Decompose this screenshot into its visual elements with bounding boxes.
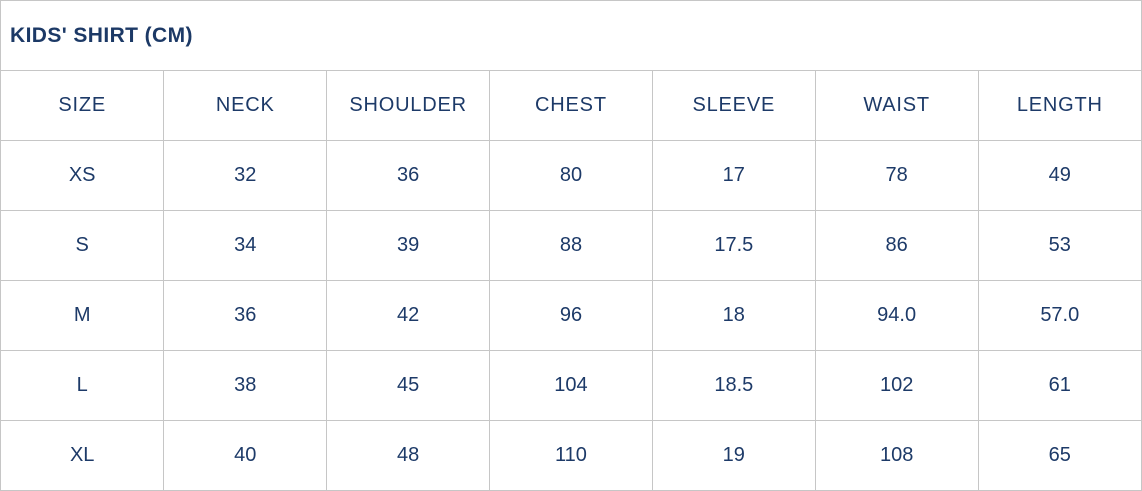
table-cell: 36 — [326, 140, 491, 211]
table-cell: 18.5 — [651, 350, 816, 421]
table-cell: 65 — [977, 420, 1141, 490]
table-cell: 78 — [814, 140, 979, 211]
table-cell: 104 — [489, 350, 653, 421]
column-header-size: SIZE — [1, 70, 165, 141]
table-cell: 45 — [326, 350, 491, 421]
table-cell: 86 — [814, 210, 979, 281]
column-header-neck: NECK — [163, 70, 328, 141]
column-header-chest: CHEST — [489, 70, 653, 141]
table-cell: 38 — [163, 350, 328, 421]
table-cell: 53 — [977, 210, 1141, 281]
title-bar: KIDS' SHIRT (CM) — [1, 1, 1141, 70]
table-cell: 80 — [489, 140, 653, 211]
column-header-length: LENGTH — [977, 70, 1141, 141]
table-cell: 39 — [326, 210, 491, 281]
table-row-l: L 38 45 104 18.5 102 61 — [1, 350, 1141, 421]
table-cell: 108 — [814, 420, 979, 490]
table-cell: 42 — [326, 280, 491, 351]
row-label: S — [1, 210, 165, 281]
table-cell: 40 — [163, 420, 328, 490]
column-header-shoulder: SHOULDER — [326, 70, 491, 141]
row-label: L — [1, 350, 165, 421]
table-cell: 49 — [977, 140, 1141, 211]
table-cell: 34 — [163, 210, 328, 281]
table-cell: 94.0 — [814, 280, 979, 351]
table-cell: 17.5 — [651, 210, 816, 281]
table-row-xs: XS 32 36 80 17 78 49 — [1, 140, 1141, 211]
table-cell: 36 — [163, 280, 328, 351]
row-label: M — [1, 280, 165, 351]
table-row-m: M 36 42 96 18 94.0 57.0 — [1, 280, 1141, 351]
column-header-waist: WAIST — [814, 70, 979, 141]
table-row-s: S 34 39 88 17.5 86 53 — [1, 210, 1141, 281]
page-title: KIDS' SHIRT (CM) — [10, 23, 193, 47]
column-header-sleeve: SLEEVE — [651, 70, 816, 141]
table-cell: 57.0 — [977, 280, 1141, 351]
table-cell: 32 — [163, 140, 328, 211]
table-cell: 96 — [489, 280, 653, 351]
table-cell: 19 — [651, 420, 816, 490]
table-cell: 88 — [489, 210, 653, 281]
table-cell: 102 — [814, 350, 979, 421]
table-cell: 110 — [489, 420, 653, 490]
table-cell: 18 — [651, 280, 816, 351]
table-cell: 17 — [651, 140, 816, 211]
table-cell: 48 — [326, 420, 491, 490]
row-label: XL — [1, 420, 165, 490]
size-chart-table: SIZE NECK SHOULDER CHEST SLEEVE WAIST LE… — [1, 70, 1141, 490]
table-row-xl: XL 40 48 110 19 108 65 — [1, 420, 1141, 490]
table-cell: 61 — [977, 350, 1141, 421]
row-label: XS — [1, 140, 165, 211]
header-row: SIZE NECK SHOULDER CHEST SLEEVE WAIST LE… — [1, 70, 1141, 141]
